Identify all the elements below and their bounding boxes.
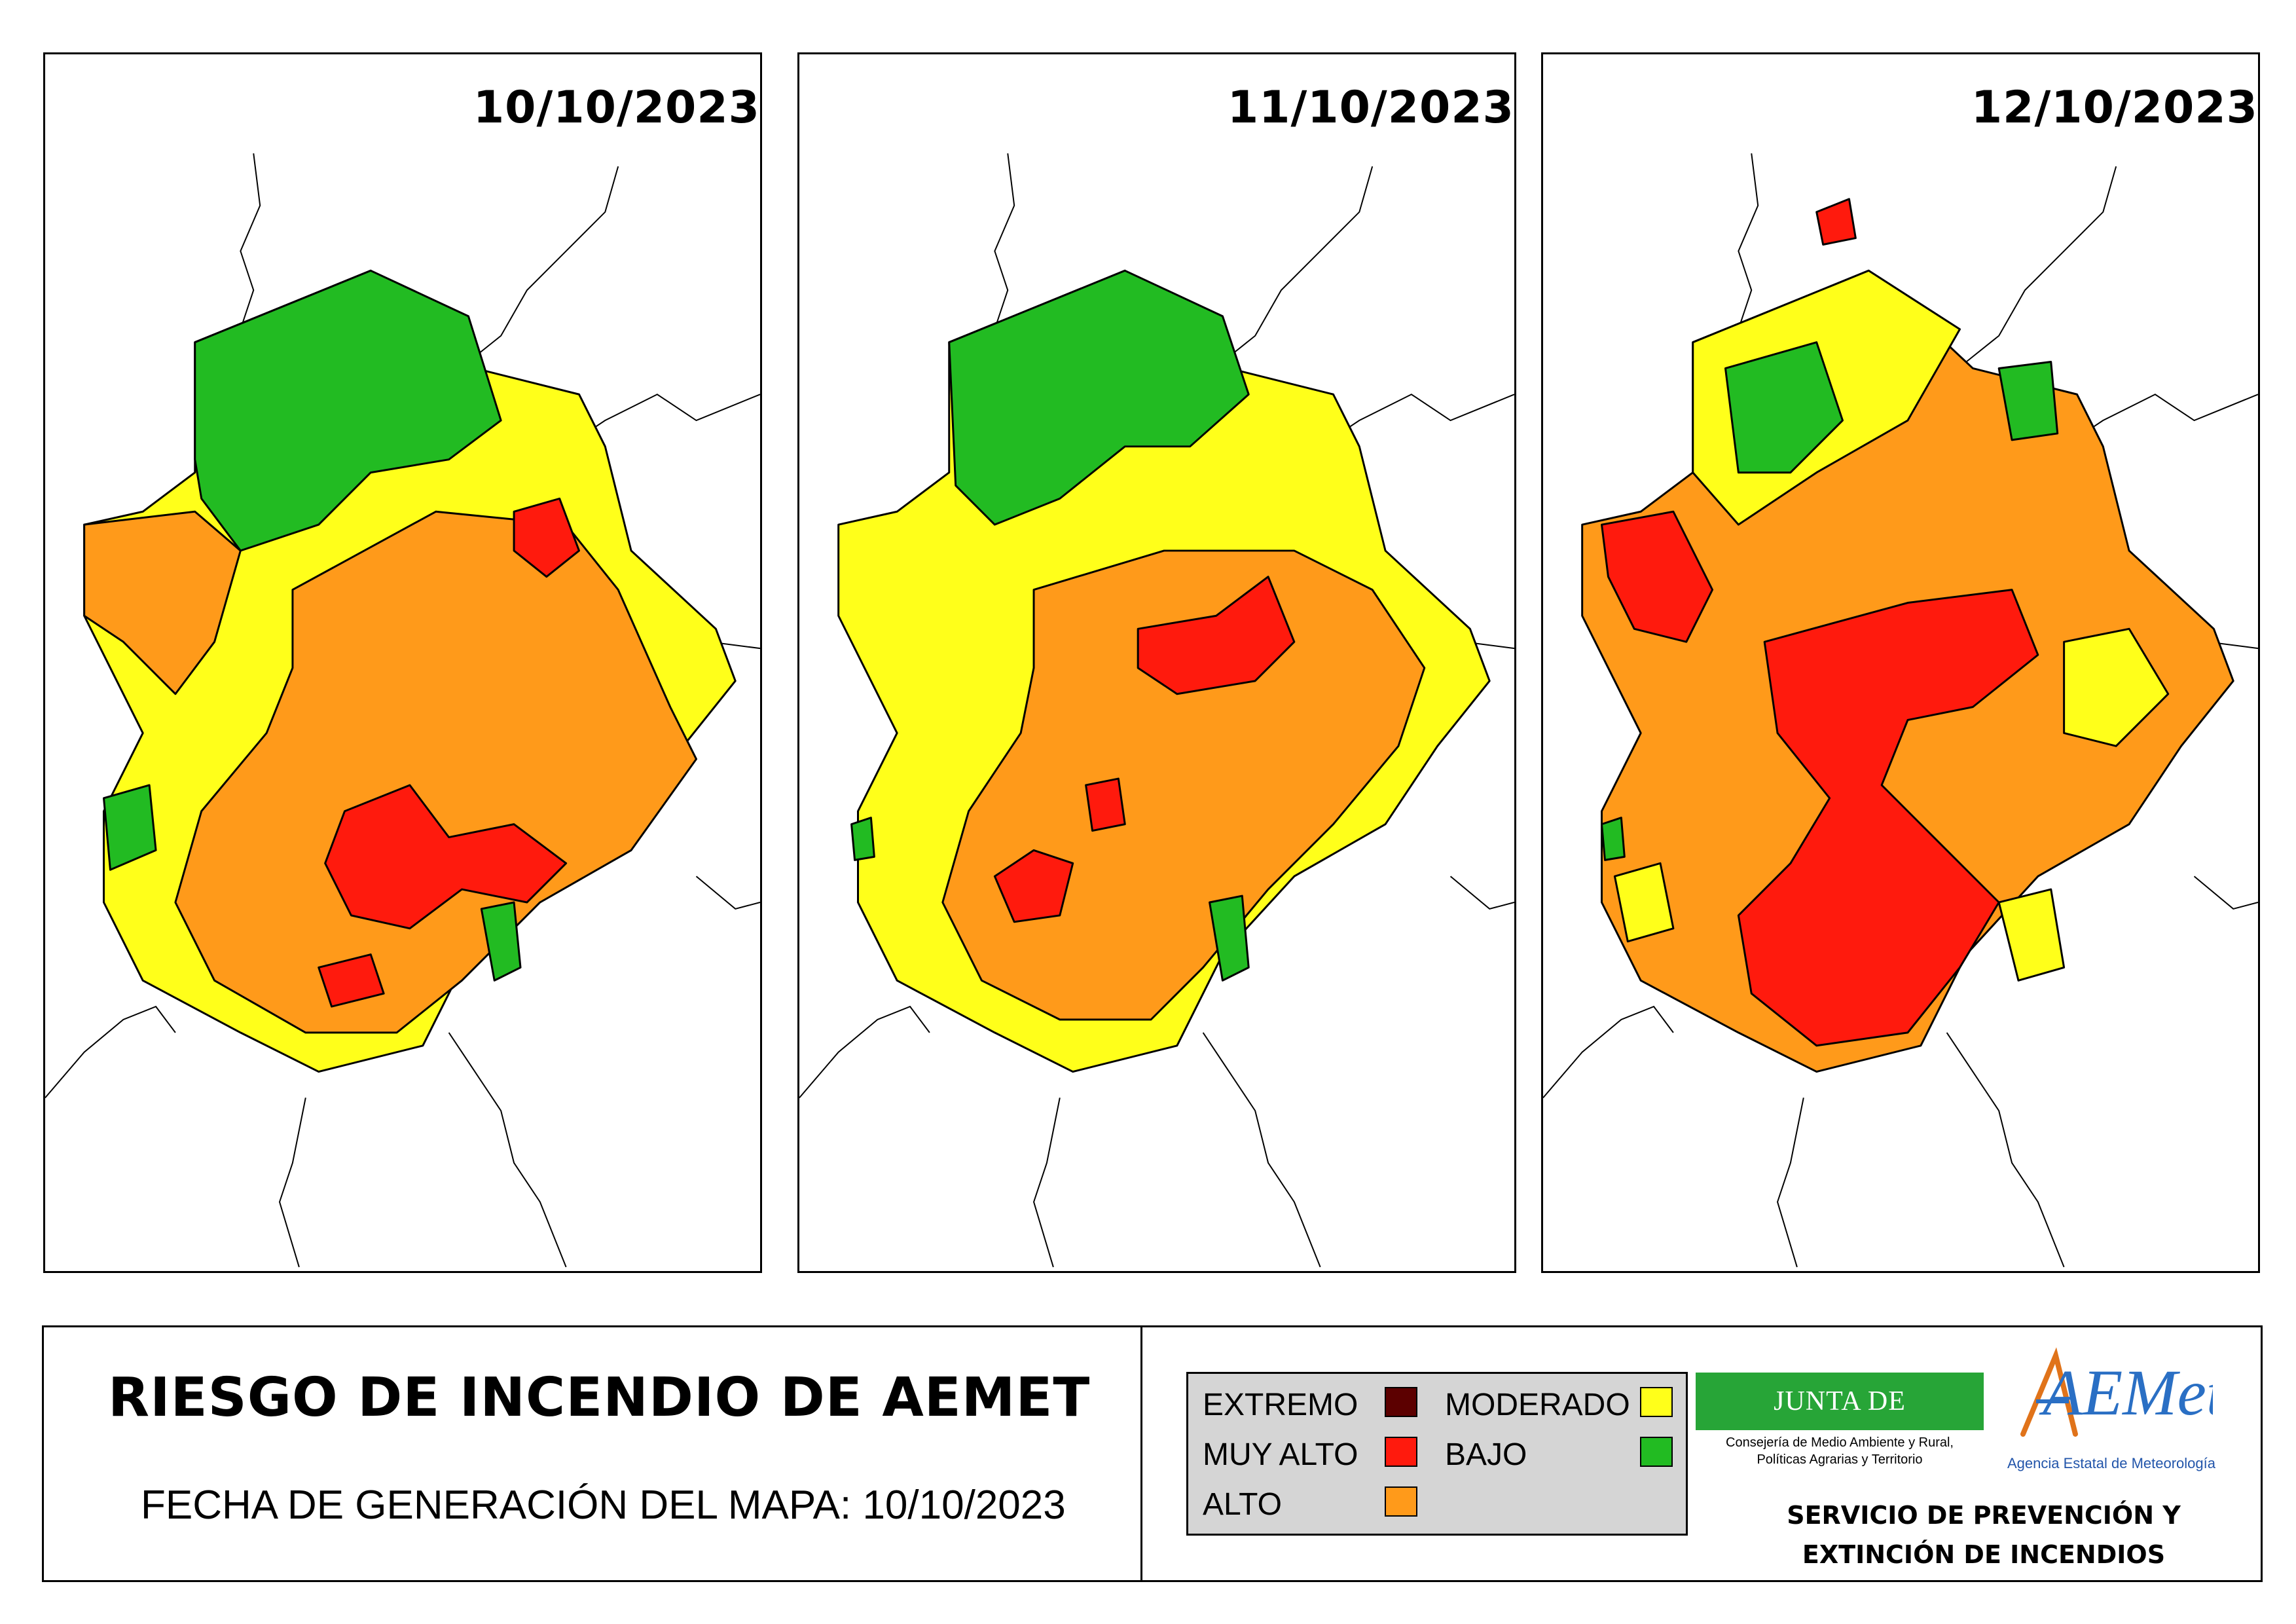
legend-label-moderado: MODERADO: [1445, 1388, 1630, 1422]
footer-divider: [1140, 1327, 1142, 1580]
map-panel-1: 10/10/2023: [43, 52, 762, 1273]
aemet-logo-text: AEMet: [2039, 1356, 2213, 1429]
map-title: RIESGO DE INCENDIO DE AEMET: [108, 1367, 1091, 1429]
legend-label-alto: ALTO: [1203, 1487, 1282, 1522]
junta-subtitle: Consejería de Medio Ambiente y Rural, Po…: [1696, 1434, 1984, 1468]
service-name: SERVICIO DE PREVENCIÓN Y EXTINCIÓN DE IN…: [1702, 1496, 2265, 1574]
junta-extremadura-logo: JUNTA DE EXTREMADURA: [1696, 1373, 1984, 1474]
legend-swatch-alto: [1385, 1486, 1417, 1517]
aemet-logo: AEMet: [2020, 1347, 2213, 1437]
fire-risk-map-2: [799, 153, 1514, 1268]
risk-legend: EXTREMO MUY ALTO ALTO MODERADO BAJO: [1186, 1372, 1688, 1536]
legend-label-extremo: EXTREMO: [1203, 1388, 1358, 1422]
map-date-1: 10/10/2023: [473, 82, 760, 134]
legend-swatch-bajo: [1640, 1437, 1673, 1467]
service-line-1: SERVICIO DE PREVENCIÓN Y: [1787, 1501, 2181, 1530]
map-date-2: 11/10/2023: [1227, 82, 1514, 134]
map-panel-3: 12/10/2023: [1541, 52, 2260, 1273]
legend-swatch-muy-alto: [1385, 1437, 1417, 1467]
fire-risk-map-1: [45, 153, 760, 1268]
map-panel-2: 11/10/2023: [797, 52, 1516, 1273]
legend-swatch-moderado: [1640, 1387, 1673, 1417]
map-date-3: 12/10/2023: [1971, 82, 2258, 134]
aemet-subtitle: Agencia Estatal de Meteorología: [2007, 1455, 2215, 1471]
footer-panel: RIESGO DE INCENDIO DE AEMET FECHA DE GEN…: [42, 1325, 2263, 1582]
fire-risk-map-3: [1543, 153, 2258, 1268]
legend-label-muy-alto: MUY ALTO: [1203, 1437, 1358, 1472]
legend-swatch-extremo: [1385, 1387, 1417, 1417]
junta-subtitle-line1: Consejería de Medio Ambiente y Rural,: [1726, 1435, 1954, 1450]
junta-subtitle-line2: Políticas Agrarias y Territorio: [1757, 1452, 1923, 1467]
legend-label-bajo: BAJO: [1445, 1437, 1527, 1472]
service-line-2: EXTINCIÓN DE INCENDIOS: [1802, 1540, 2166, 1569]
generation-date: FECHA DE GENERACIÓN DEL MAPA: 10/10/2023: [141, 1483, 1066, 1528]
